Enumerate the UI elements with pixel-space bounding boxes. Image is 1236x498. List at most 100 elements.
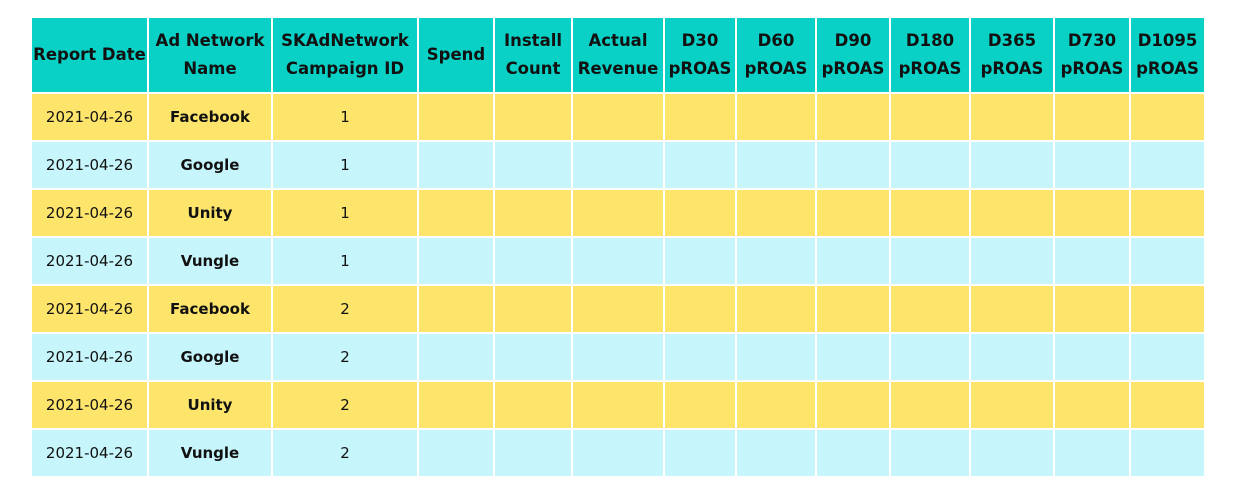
cell-d365-proas: [971, 382, 1055, 430]
cell-actual-revenue: [573, 142, 665, 190]
cell-d30-proas: [665, 142, 737, 190]
cell-d1095-proas: [1131, 430, 1204, 476]
cell-d60-proas: [737, 142, 817, 190]
cell-d180-proas: [891, 142, 971, 190]
header-install-count: Install Count: [495, 18, 573, 94]
header-line: Spend: [426, 45, 486, 64]
cell-d90-proas: [817, 286, 891, 334]
cell-report-date: 2021-04-26: [32, 334, 149, 382]
header-line: D30: [681, 31, 719, 50]
cell-d365-proas: [971, 142, 1055, 190]
cell-d60-proas: [737, 190, 817, 238]
cell-campaign-id: 2: [273, 334, 419, 382]
cell-spend: [419, 238, 495, 286]
cell-d30-proas: [665, 430, 737, 476]
cell-actual-revenue: [573, 286, 665, 334]
cell-actual-revenue: [573, 430, 665, 476]
header-spend: Spend: [419, 18, 495, 94]
cell-d730-proas: [1055, 286, 1131, 334]
cell-d60-proas: [737, 334, 817, 382]
cell-d365-proas: [971, 334, 1055, 382]
header-line: Actual: [588, 31, 648, 50]
cell-d730-proas: [1055, 382, 1131, 430]
cell-spend: [419, 286, 495, 334]
cell-d180-proas: [891, 94, 971, 142]
header-line: pROAS: [821, 59, 885, 78]
cell-d1095-proas: [1131, 286, 1204, 334]
cell-ad-network-name: Vungle: [149, 430, 273, 476]
cell-d1095-proas: [1131, 142, 1204, 190]
header-actual-revenue: Actual Revenue: [573, 18, 665, 94]
cell-install-count: [495, 142, 573, 190]
cell-spend: [419, 142, 495, 190]
header-d30-proas: D30 pROAS: [665, 18, 737, 94]
cell-d90-proas: [817, 382, 891, 430]
cell-ad-network-name: Google: [149, 142, 273, 190]
cell-actual-revenue: [573, 190, 665, 238]
cell-d730-proas: [1055, 142, 1131, 190]
cell-report-date: 2021-04-26: [32, 190, 149, 238]
cell-d180-proas: [891, 430, 971, 476]
header-line: D1095: [1137, 31, 1198, 50]
cell-d1095-proas: [1131, 334, 1204, 382]
cell-campaign-id: 2: [273, 382, 419, 430]
table-row: 2021-04-26 Unity 2: [32, 382, 1204, 430]
skadnetwork-report-table-container: Report Date Ad Network Name SKAdNetwork Ca…: [32, 18, 1204, 476]
cell-d365-proas: [971, 94, 1055, 142]
cell-d365-proas: [971, 286, 1055, 334]
header-line: D90: [834, 31, 872, 50]
header-line: pROAS: [980, 59, 1044, 78]
cell-d730-proas: [1055, 94, 1131, 142]
cell-campaign-id: 1: [273, 190, 419, 238]
cell-install-count: [495, 238, 573, 286]
header-line: Revenue: [577, 59, 659, 78]
table-row: 2021-04-26 Facebook 1: [32, 94, 1204, 142]
cell-actual-revenue: [573, 382, 665, 430]
cell-d90-proas: [817, 142, 891, 190]
header-d730-proas: D730 pROAS: [1055, 18, 1131, 94]
cell-d30-proas: [665, 334, 737, 382]
cell-ad-network-name: Unity: [149, 382, 273, 430]
cell-d180-proas: [891, 238, 971, 286]
cell-d90-proas: [817, 430, 891, 476]
cell-actual-revenue: [573, 94, 665, 142]
header-line: pROAS: [744, 59, 808, 78]
header-line: pROAS: [1136, 59, 1199, 78]
cell-spend: [419, 94, 495, 142]
cell-d180-proas: [891, 190, 971, 238]
cell-d30-proas: [665, 382, 737, 430]
cell-report-date: 2021-04-26: [32, 382, 149, 430]
header-line: D730: [1067, 31, 1117, 50]
table-body: 2021-04-26 Facebook 1 2021-04-26 Google …: [32, 94, 1204, 476]
header-line: SKAdNetwork: [281, 31, 409, 50]
cell-d180-proas: [891, 334, 971, 382]
cell-spend: [419, 382, 495, 430]
cell-d180-proas: [891, 382, 971, 430]
header-line: pROAS: [1060, 59, 1124, 78]
cell-ad-network-name: Unity: [149, 190, 273, 238]
cell-ad-network-name: Facebook: [149, 94, 273, 142]
table-row: 2021-04-26 Facebook 2: [32, 286, 1204, 334]
cell-spend: [419, 334, 495, 382]
cell-d365-proas: [971, 190, 1055, 238]
cell-d90-proas: [817, 190, 891, 238]
cell-install-count: [495, 286, 573, 334]
cell-spend: [419, 430, 495, 476]
header-d365-proas: D365 pROAS: [971, 18, 1055, 94]
header-d180-proas: D180 pROAS: [891, 18, 971, 94]
cell-d60-proas: [737, 430, 817, 476]
header-line: Report Date: [33, 45, 146, 64]
cell-d1095-proas: [1131, 382, 1204, 430]
cell-actual-revenue: [573, 334, 665, 382]
cell-campaign-id: 1: [273, 94, 419, 142]
cell-install-count: [495, 382, 573, 430]
header-line: Name: [183, 59, 237, 78]
skadnetwork-report-table: Report Date Ad Network Name SKAdNetwork Ca…: [32, 18, 1204, 476]
cell-campaign-id: 1: [273, 142, 419, 190]
header-ad-network-name: Ad Network Name: [149, 18, 273, 94]
cell-d30-proas: [665, 190, 737, 238]
cell-d90-proas: [817, 94, 891, 142]
cell-d30-proas: [665, 238, 737, 286]
cell-d1095-proas: [1131, 94, 1204, 142]
cell-d1095-proas: [1131, 238, 1204, 286]
